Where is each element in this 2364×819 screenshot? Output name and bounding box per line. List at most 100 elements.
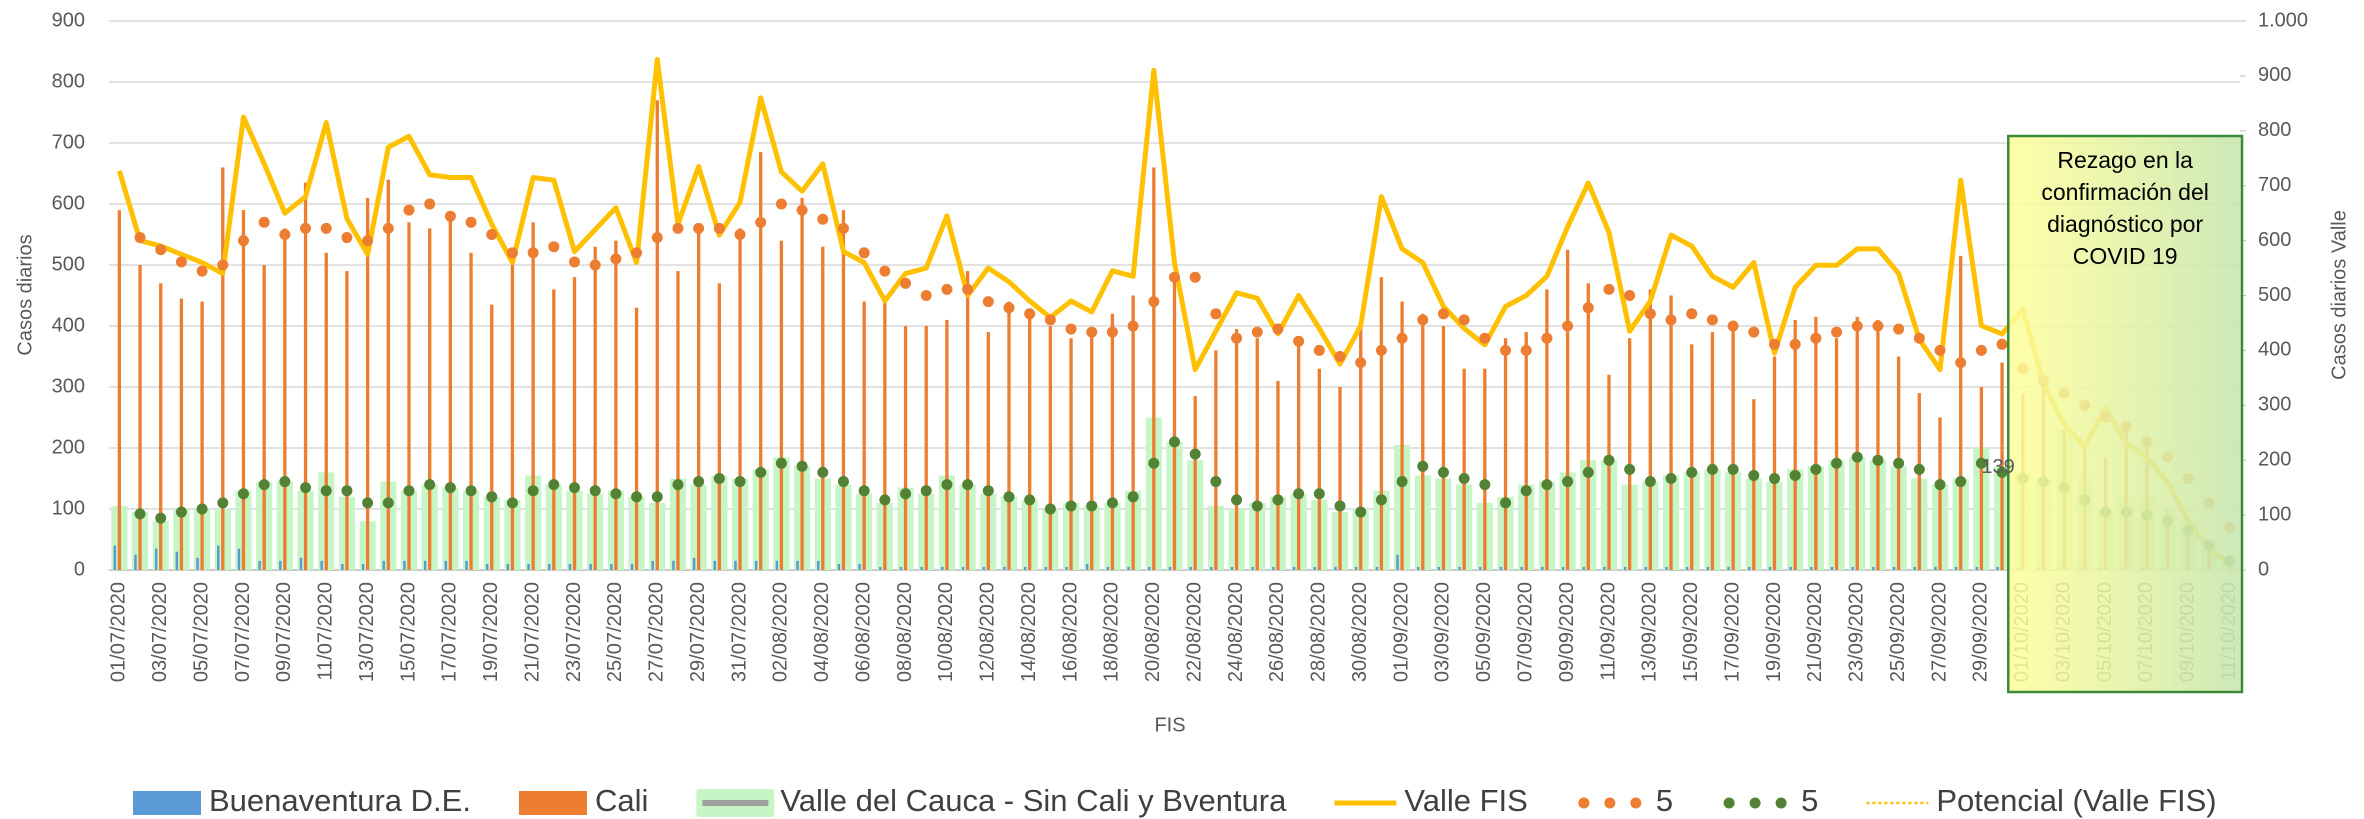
dot [920,290,932,301]
bar [1462,368,1466,570]
bar [1644,566,1648,570]
bar [775,560,779,570]
dot [155,512,167,524]
bar [262,265,266,570]
bar [1127,566,1130,570]
dot [1437,308,1449,320]
dot [1893,323,1905,335]
legend-item: Valle del Cauca - Sin Cali y Bventura [696,783,1287,818]
bar [754,560,758,570]
dot [403,204,415,216]
dot [651,232,663,244]
bar [883,295,887,570]
x-tick-label: 14/08/2020 [1018,582,1040,682]
dot [196,503,208,515]
bar [407,222,411,571]
bar [837,563,841,570]
dot [1044,503,1056,515]
bar [138,265,142,570]
x-tick-label: 21/09/2020 [1804,582,1826,682]
legend-swatch [1630,797,1642,809]
y-axis-label: Casos diarios [14,234,36,355]
bar [241,210,246,570]
dot [548,241,560,253]
bar [1334,566,1337,570]
dot [569,256,581,268]
dot [1293,488,1305,500]
dot [1024,494,1036,506]
bar [572,277,577,570]
dot [1003,491,1015,503]
dot [982,485,994,497]
bar [361,563,365,570]
bar [1586,283,1590,570]
bar [1752,399,1756,570]
bar [1023,566,1027,570]
x-tick-label: 09/07/2020 [273,582,295,682]
bar [1996,566,1999,570]
bar [1085,563,1089,570]
dot [589,259,601,271]
bar [196,557,199,570]
dot [1644,308,1656,320]
bar [1648,289,1653,570]
bar [1230,566,1234,570]
bar [1003,566,1006,570]
dot [796,460,808,472]
bar [469,252,473,571]
x-tick-label: 09/09/2020 [1556,582,1578,682]
dot [217,259,229,271]
bar [1317,368,1321,570]
dot [631,247,643,259]
y-tick-label: 400 [52,314,85,336]
bar [1168,566,1172,570]
bar [1979,387,1984,570]
bar [113,545,117,570]
dot [1396,476,1408,488]
bar [655,100,659,571]
bar [154,548,158,570]
bar [1789,566,1792,570]
bar [423,560,427,570]
bar [1541,566,1544,570]
dot [962,283,974,295]
bar [858,563,861,570]
bar [303,182,308,570]
bar [982,566,985,570]
dot [879,494,891,506]
bar [1065,566,1068,570]
x-tick-label: 26/08/2020 [1266,582,1288,682]
dot [1748,326,1760,338]
bar [676,271,680,570]
x-tick-label: 05/09/2020 [1473,582,1495,682]
dot [1293,335,1305,347]
y2-tick-label: 700 [2258,174,2291,196]
legend-label: Valle del Cauca - Sin Cali y Bventura [780,783,1287,818]
bar [1189,566,1192,570]
dot [837,476,849,488]
y2-tick-label: 600 [2258,229,2291,251]
dot [858,485,870,497]
legend-swatch [1604,797,1616,809]
bar [1458,566,1461,570]
x-tick-label: 13/09/2020 [1639,582,1661,682]
legend-item: Valle FIS [1334,783,1528,818]
bar [1028,313,1032,570]
bar [1400,301,1404,570]
bar [1710,332,1715,570]
bar [1421,313,1425,570]
dot [1127,320,1139,332]
dot [1500,344,1512,356]
dot [341,232,353,244]
bar [1669,295,1673,570]
x-tick-label: 07/07/2020 [232,582,254,682]
bar [200,301,204,570]
bar [941,566,944,570]
bar [1855,316,1859,570]
bar [779,240,784,570]
bar [465,560,468,570]
dot [506,247,518,259]
dot [569,482,581,494]
bar [986,332,990,570]
dot [175,506,187,518]
